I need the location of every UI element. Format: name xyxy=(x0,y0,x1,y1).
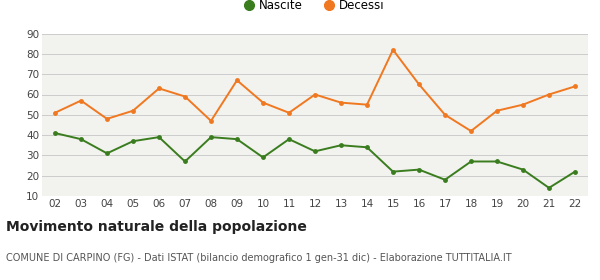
Legend: Nascite, Decessi: Nascite, Decessi xyxy=(241,0,389,17)
Text: Movimento naturale della popolazione: Movimento naturale della popolazione xyxy=(6,220,307,234)
Text: COMUNE DI CARPINO (FG) - Dati ISTAT (bilancio demografico 1 gen-31 dic) - Elabor: COMUNE DI CARPINO (FG) - Dati ISTAT (bil… xyxy=(6,253,512,263)
